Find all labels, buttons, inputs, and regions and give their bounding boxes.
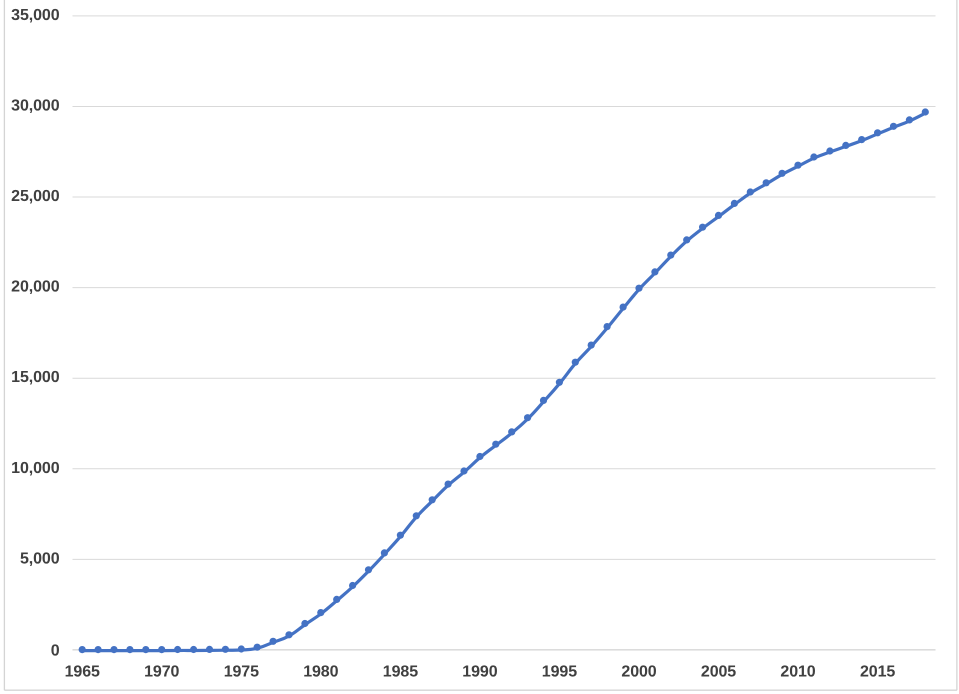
svg-text:10,000: 10,000 — [11, 460, 60, 477]
svg-text:25,000: 25,000 — [11, 188, 60, 205]
svg-text:2000: 2000 — [621, 664, 656, 681]
svg-text:5,000: 5,000 — [20, 550, 60, 567]
svg-text:1975: 1975 — [224, 664, 259, 681]
svg-text:20,000: 20,000 — [11, 279, 60, 296]
svg-text:1990: 1990 — [462, 664, 497, 681]
svg-text:2010: 2010 — [780, 664, 815, 681]
svg-text:1970: 1970 — [144, 664, 179, 681]
svg-text:35,000: 35,000 — [11, 7, 60, 24]
svg-text:1965: 1965 — [65, 664, 100, 681]
svg-text:0: 0 — [51, 642, 60, 659]
svg-text:1985: 1985 — [383, 664, 418, 681]
svg-text:1995: 1995 — [542, 664, 577, 681]
svg-text:2015: 2015 — [860, 664, 895, 681]
svg-text:2005: 2005 — [701, 664, 736, 681]
svg-text:1980: 1980 — [303, 664, 338, 681]
svg-text:30,000: 30,000 — [11, 98, 60, 115]
svg-text:15,000: 15,000 — [11, 369, 60, 386]
